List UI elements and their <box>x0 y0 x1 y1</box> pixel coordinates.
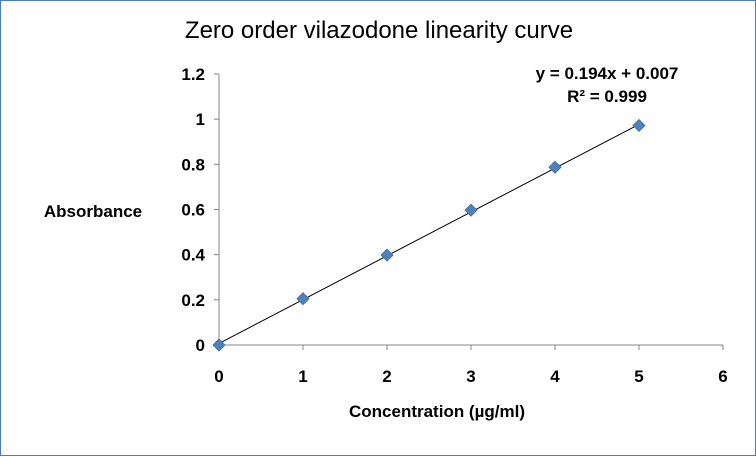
x-tick-label: 2 <box>382 367 391 386</box>
trendline-equation: y = 0.194x + 0.007 <box>536 64 679 83</box>
y-tick-label: 0.2 <box>181 291 205 310</box>
y-tick-label: 1.2 <box>181 65 205 84</box>
y-tick-label: 0.6 <box>181 201 205 220</box>
data-point <box>464 203 478 217</box>
data-point <box>548 160 562 174</box>
y-tick-label: 0.8 <box>181 155 205 174</box>
data-points <box>212 118 646 352</box>
chart-title: Zero order vilazodone linearity curve <box>185 17 573 44</box>
trendline-layer <box>218 123 640 344</box>
trendline-r-squared: R² = 0.999 <box>567 87 647 106</box>
data-point <box>632 118 646 133</box>
x-tick-label: 0 <box>214 367 223 386</box>
tick-labels: 0 0.2 0.4 0.6 0.8 1 1.2 0 1 2 3 4 5 6 <box>181 65 727 386</box>
axes <box>214 73 724 350</box>
x-tick-label: 4 <box>550 367 560 386</box>
y-axis-title: Absorbance <box>44 202 142 221</box>
y-tick-label: 0 <box>196 336 205 355</box>
x-tick-label: 3 <box>466 367 475 386</box>
data-point <box>296 292 310 306</box>
x-tick-label: 5 <box>634 367 643 386</box>
data-point <box>212 338 226 352</box>
x-axis-title: Concentration (µg/ml) <box>349 402 525 421</box>
trendline <box>218 123 640 344</box>
y-tick-label: 0.4 <box>181 246 205 265</box>
data-point <box>380 248 394 262</box>
x-tick-label: 1 <box>298 367 307 386</box>
x-tick-label: 6 <box>718 367 727 386</box>
y-tick-label: 1 <box>196 110 205 129</box>
